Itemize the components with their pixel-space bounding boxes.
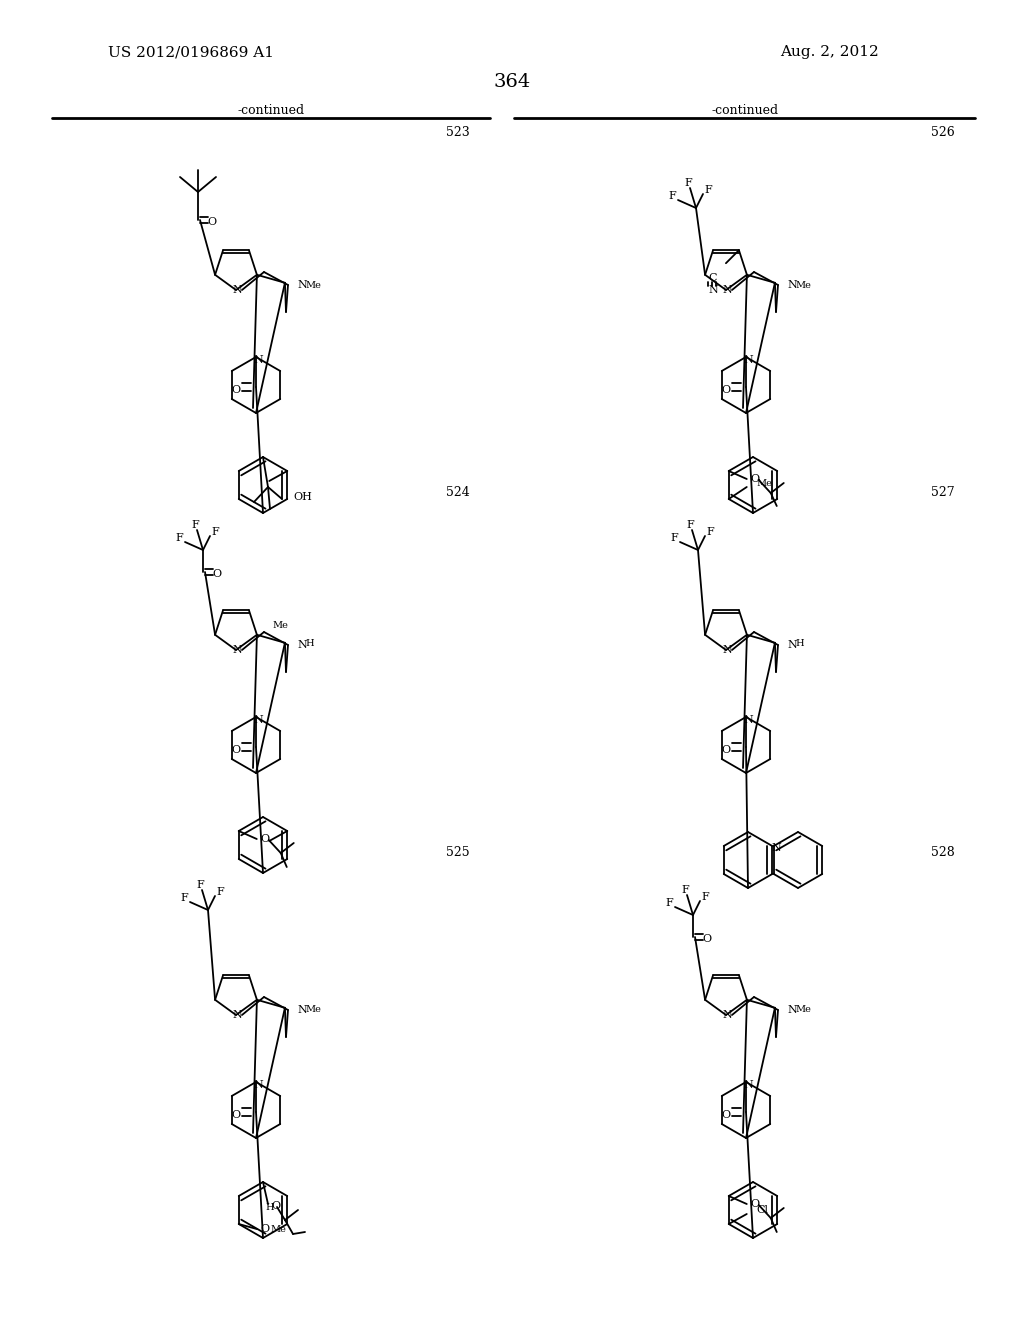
Text: N: N	[232, 645, 242, 655]
Text: O: O	[751, 1199, 760, 1209]
Text: F: F	[191, 520, 199, 531]
Text: F: F	[701, 892, 709, 902]
Text: 524: 524	[446, 487, 470, 499]
Text: F: F	[686, 520, 694, 531]
Text: F: F	[705, 185, 712, 195]
Text: N: N	[722, 285, 732, 294]
Text: N: N	[232, 285, 242, 294]
Text: F: F	[707, 527, 714, 537]
Text: F: F	[684, 178, 692, 187]
Text: C: C	[709, 273, 717, 284]
Text: O: O	[722, 385, 730, 395]
Text: Aug. 2, 2012: Aug. 2, 2012	[780, 45, 879, 59]
Text: H: H	[305, 639, 313, 648]
Text: N: N	[232, 1010, 242, 1020]
Text: H: H	[265, 1204, 273, 1213]
Text: N: N	[787, 640, 797, 649]
Text: 364: 364	[494, 73, 530, 91]
Text: O: O	[261, 1224, 270, 1234]
Text: F: F	[216, 887, 224, 898]
Text: N: N	[772, 843, 781, 853]
Text: N: N	[297, 1005, 307, 1015]
Text: 528: 528	[931, 846, 955, 859]
Text: F: F	[670, 533, 678, 543]
Text: F: F	[211, 527, 219, 537]
Text: -continued: -continued	[238, 104, 304, 117]
Text: OH: OH	[293, 492, 312, 502]
Text: N: N	[253, 715, 263, 725]
Text: O: O	[231, 385, 241, 395]
Text: O: O	[231, 744, 241, 755]
Text: F: F	[668, 191, 676, 201]
Text: O: O	[231, 1110, 241, 1119]
Text: Me: Me	[305, 281, 321, 289]
Text: N: N	[708, 285, 718, 296]
Text: F: F	[180, 894, 187, 903]
Text: N: N	[253, 1080, 263, 1090]
Text: F: F	[666, 898, 673, 908]
Text: N: N	[787, 1005, 797, 1015]
Text: O: O	[271, 1201, 281, 1210]
Text: O: O	[208, 216, 216, 227]
Text: N: N	[722, 1010, 732, 1020]
Text: Me: Me	[795, 281, 811, 289]
Text: O: O	[212, 569, 221, 579]
Text: Me: Me	[757, 479, 773, 487]
Text: Me: Me	[795, 1006, 811, 1015]
Text: Cl: Cl	[757, 1205, 769, 1214]
Text: 526: 526	[931, 127, 955, 140]
Text: -continued: -continued	[712, 104, 778, 117]
Text: N: N	[743, 715, 753, 725]
Text: O: O	[751, 474, 760, 484]
Text: O: O	[722, 1110, 730, 1119]
Text: Me: Me	[270, 1225, 287, 1233]
Text: F: F	[197, 880, 204, 890]
Text: O: O	[722, 744, 730, 755]
Text: Me: Me	[305, 1006, 321, 1015]
Text: N: N	[297, 280, 307, 290]
Text: N: N	[743, 355, 753, 366]
Text: 525: 525	[446, 846, 470, 859]
Text: F: F	[175, 533, 183, 543]
Text: O: O	[702, 935, 712, 944]
Text: H: H	[795, 639, 804, 648]
Text: N: N	[297, 640, 307, 649]
Text: US 2012/0196869 A1: US 2012/0196869 A1	[108, 45, 274, 59]
Text: N: N	[787, 280, 797, 290]
Text: F: F	[681, 884, 689, 895]
Text: O: O	[261, 834, 270, 843]
Text: Me: Me	[272, 620, 288, 630]
Text: 527: 527	[932, 487, 955, 499]
Text: 523: 523	[446, 127, 470, 140]
Text: N: N	[722, 645, 732, 655]
Text: N: N	[743, 1080, 753, 1090]
Text: N: N	[253, 355, 263, 366]
